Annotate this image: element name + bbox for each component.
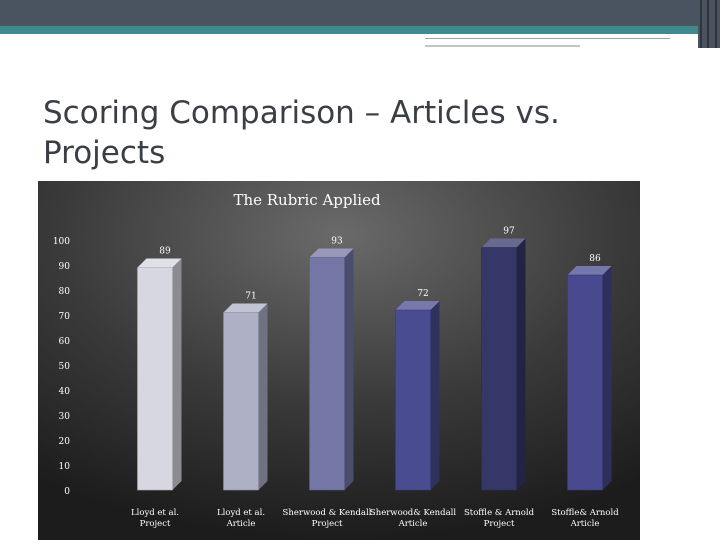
bar-top [137,258,182,268]
decorative-line [425,45,580,47]
bar-chart: The Rubric Applied 0 10 20 30 40 50 60 70 80 90 10… [38,181,640,540]
x-tick-label: Lloyd et al. Article [217,508,265,529]
bar-side [344,248,354,490]
x-tick-label: Sherwood& Kendall Article [370,508,456,529]
slide-title: Scoring Comparison – Articles vs. Projec… [43,95,560,171]
slide-top-bar [0,0,720,26]
data-label: 86 [589,254,601,264]
x-tick-label: Stoffle & Arnold Project [464,508,535,529]
bar-side [602,266,612,490]
y-tick-label: 60 [59,337,71,347]
data-label: 97 [503,227,515,237]
bar-side [516,238,526,490]
y-tick-label: 10 [59,462,71,472]
chart-canvas: The Rubric Applied 0 10 20 30 40 50 60 70 80 90 10… [38,181,640,540]
bar [223,312,259,491]
bar-top [309,248,354,258]
y-tick-label: 20 [59,437,71,447]
x-tick-label: Stoffle& Arnold Article [551,508,619,529]
y-tick-label: 30 [59,412,71,422]
bar [395,309,431,491]
data-label: 71 [245,292,256,302]
bar-side [172,258,182,490]
y-tick-label: 40 [59,387,71,397]
x-tick-label: Sherwood & Kendall Project [283,508,372,529]
bar-top [223,303,268,313]
data-label: 93 [331,237,343,247]
data-label: 72 [417,289,428,299]
decorative-line [425,38,670,39]
chart-title: The Rubric Applied [233,191,381,209]
bar [481,247,517,491]
y-axis: 0 10 20 30 40 50 60 70 80 90 100 [53,237,70,497]
bar-side [258,303,268,490]
y-tick-label: 0 [64,487,70,497]
bar-top [567,266,612,275]
bar [567,274,603,491]
x-axis: Lloyd et al. Project Lloyd et al. Article Sh… [131,508,619,529]
y-tick-label: 50 [59,362,71,372]
bar-top [481,238,526,248]
x-tick-label: Lloyd et al. Project [131,508,179,529]
decorative-corner [698,0,720,48]
data-label: 89 [159,247,171,257]
y-tick-label: 70 [59,312,71,322]
bar-top [395,301,440,310]
bar-side [430,301,440,490]
bar [309,257,345,491]
y-tick-label: 100 [53,237,70,247]
bar-series: 89 71 93 72 97 86 [137,227,612,491]
bar [137,267,173,491]
slide-accent-bar [0,26,720,34]
y-tick-label: 80 [59,287,71,297]
y-tick-label: 90 [59,262,71,272]
